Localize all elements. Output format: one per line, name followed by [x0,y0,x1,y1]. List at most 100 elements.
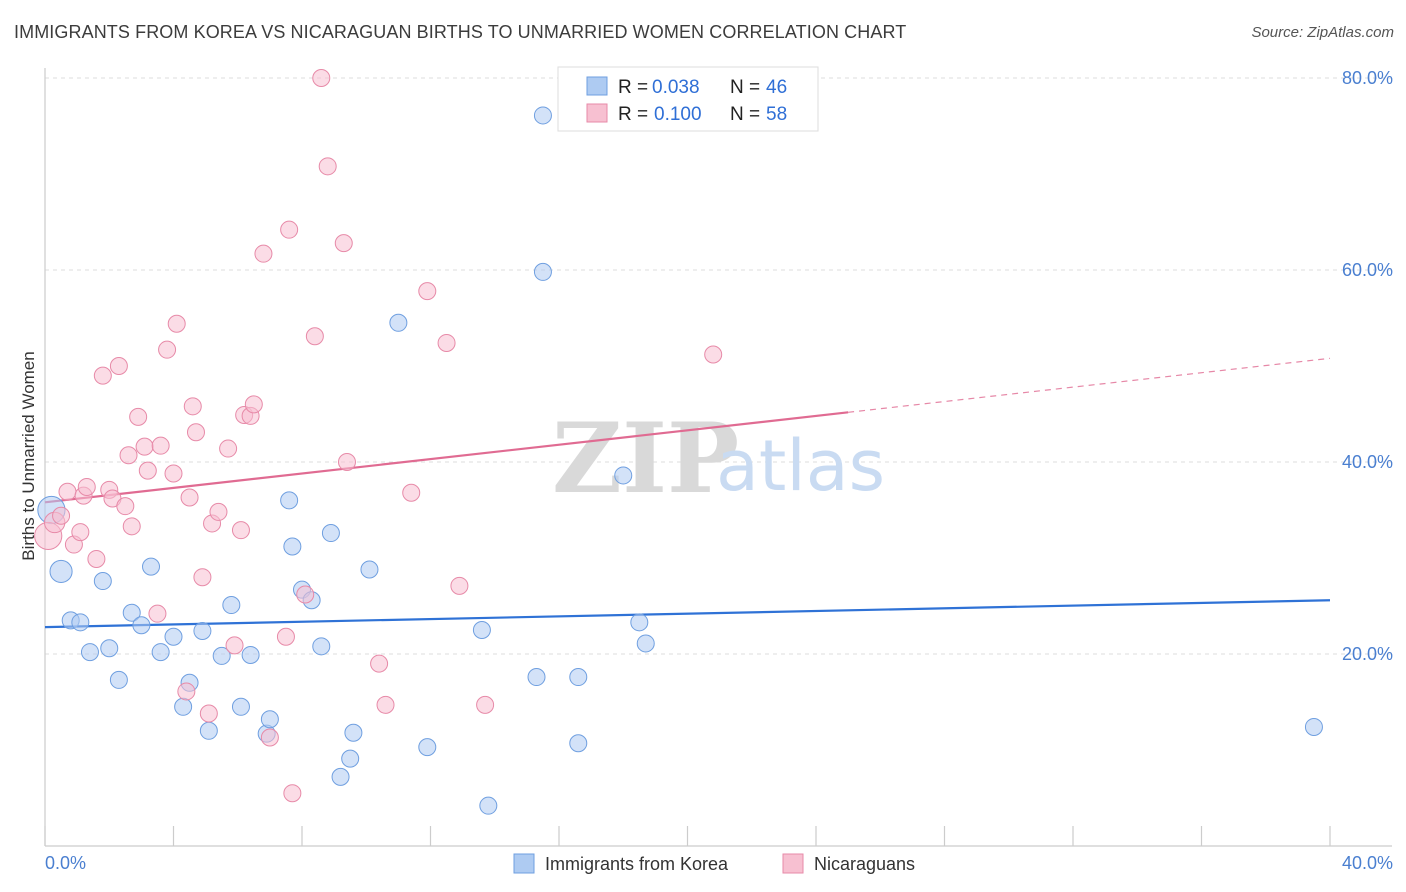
watermark: ZIP atlas [552,402,885,515]
chart-source: Source: ZipAtlas.com [1251,24,1394,41]
data-point-nicaraguans[interactable] [283,784,302,803]
y-axis-title: Births to Unmarried Women [19,351,38,560]
data-point-korea[interactable] [142,557,161,576]
data-point-nicaraguans[interactable] [260,728,279,747]
data-point-nicaraguans[interactable] [158,340,177,359]
data-point-korea[interactable] [164,627,183,646]
data-point-nicaraguans[interactable] [337,453,356,471]
data-point-korea[interactable] [71,613,90,632]
data-point-korea[interactable] [109,670,128,689]
data-point-korea[interactable] [151,643,170,662]
data-point-korea[interactable] [1304,717,1323,736]
data-point-korea[interactable] [100,639,119,658]
data-point-korea[interactable] [331,767,350,786]
data-point-nicaraguans[interactable] [476,695,495,714]
data-point-nicaraguans[interactable] [87,549,106,568]
data-point-nicaraguans[interactable] [119,446,138,465]
trend-line-korea [44,599,1331,629]
data-point-korea[interactable] [80,643,99,662]
data-point-nicaraguans[interactable] [58,482,77,501]
data-point-korea[interactable] [389,313,408,332]
data-point-nicaraguans[interactable] [129,407,148,426]
data-point-korea[interactable] [231,697,250,716]
data-point-nicaraguans[interactable] [418,282,437,301]
data-point-korea[interactable] [174,697,193,716]
data-point-nicaraguans[interactable] [231,521,250,540]
data-point-korea[interactable] [193,621,212,640]
data-point-korea[interactable] [341,749,360,768]
data-point-nicaraguans[interactable] [93,366,112,385]
series-legend-swatch-nicaraguans[interactable] [782,853,804,874]
data-point-nicaraguans[interactable] [186,423,205,442]
data-point-korea[interactable] [569,668,588,687]
data-point-korea[interactable] [344,723,363,742]
data-point-nicaraguans[interactable] [244,395,263,414]
data-point-korea[interactable] [222,596,241,615]
data-point-nicaraguans[interactable] [219,439,238,458]
data-point-nicaraguans[interactable] [437,333,456,352]
data-point-korea[interactable] [312,637,331,656]
data-point-nicaraguans[interactable] [151,436,170,455]
data-point-korea[interactable] [132,616,151,635]
data-point-nicaraguans[interactable] [199,704,218,723]
data-point-korea[interactable] [614,466,633,485]
data-point-nicaraguans[interactable] [305,327,324,346]
data-point-nicaraguans[interactable] [77,477,96,496]
data-point-nicaraguans[interactable] [296,585,315,604]
legend-n-value-korea: 46 [766,77,787,98]
data-point-korea[interactable] [630,613,649,632]
data-point-nicaraguans[interactable] [280,220,299,239]
data-point-korea[interactable] [212,646,231,665]
legend-n-label-korea: N = [730,77,760,98]
data-point-korea[interactable] [49,559,73,583]
data-point-korea[interactable] [418,738,437,757]
data-point-korea[interactable] [122,603,141,622]
data-point-nicaraguans[interactable] [209,502,228,521]
data-point-nicaraguans[interactable] [276,627,295,646]
series-legend-label-korea[interactable]: Immigrants from Korea [545,854,729,874]
data-point-nicaraguans[interactable] [52,506,71,525]
data-point-korea[interactable] [360,560,379,579]
data-point-nicaraguans[interactable] [334,234,353,253]
data-point-korea[interactable] [527,668,546,687]
data-point-nicaraguans[interactable] [318,157,337,176]
data-point-nicaraguans[interactable] [704,345,723,364]
data-point-nicaraguans[interactable] [135,437,154,456]
data-point-nicaraguans[interactable] [402,483,421,502]
data-point-korea[interactable] [472,621,491,639]
series-legend-label-nicaraguans[interactable]: Nicaraguans [814,854,915,874]
data-point-nicaraguans[interactable] [167,314,186,333]
points-layer [34,69,1323,815]
data-point-nicaraguans[interactable] [254,244,273,263]
data-point-nicaraguans[interactable] [312,69,331,87]
data-point-korea[interactable] [241,645,260,664]
data-point-nicaraguans[interactable] [122,517,141,536]
data-point-nicaraguans[interactable] [116,497,135,516]
data-point-korea[interactable] [479,796,498,815]
grid-layer [45,77,1392,655]
data-point-korea[interactable] [283,537,302,556]
data-point-korea[interactable] [533,262,552,281]
series-legend-swatch-korea[interactable] [513,853,535,874]
data-point-nicaraguans[interactable] [225,636,244,655]
data-point-korea[interactable] [280,491,299,510]
data-point-korea[interactable] [569,734,588,753]
data-point-nicaraguans[interactable] [180,488,199,507]
data-point-korea[interactable] [199,721,218,740]
data-point-nicaraguans[interactable] [450,576,469,595]
data-point-nicaraguans[interactable] [376,695,395,714]
data-point-nicaraguans[interactable] [148,604,167,623]
data-point-korea[interactable] [260,710,279,729]
data-point-korea[interactable] [636,634,655,653]
data-point-nicaraguans[interactable] [71,523,90,542]
data-point-nicaraguans[interactable] [183,397,202,416]
data-point-korea[interactable] [93,572,112,591]
data-point-nicaraguans[interactable] [109,357,128,375]
data-point-korea[interactable] [321,524,340,543]
data-point-nicaraguans[interactable] [370,654,389,673]
data-point-nicaraguans[interactable] [138,461,157,480]
data-point-nicaraguans[interactable] [193,568,212,587]
data-point-korea[interactable] [533,106,552,125]
data-point-nicaraguans[interactable] [164,464,183,483]
data-point-nicaraguans[interactable] [177,682,196,701]
